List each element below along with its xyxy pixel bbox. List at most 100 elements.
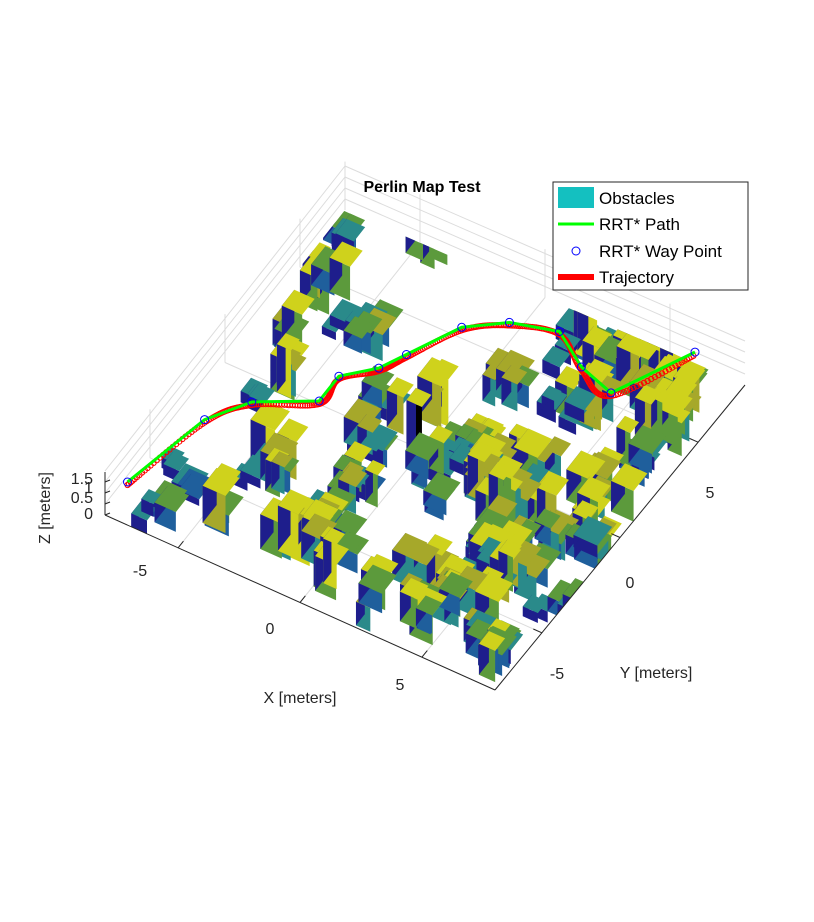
legend: Obstacles RRT* Path RRT* Way Point Traje… — [552, 181, 749, 291]
waypoint-marker — [576, 362, 586, 372]
legend-label: Obstacles — [599, 189, 675, 208]
obstacle-top — [474, 572, 513, 602]
obstacle-face — [240, 470, 261, 489]
obstacle-top — [415, 595, 443, 616]
legend-waypoint-swatch — [571, 246, 581, 256]
obstacle-top — [534, 508, 561, 529]
obstacle-face — [321, 326, 336, 341]
z-tick-label: 0 — [84, 506, 93, 523]
obstacle-top — [392, 532, 428, 560]
grid-line — [104, 176, 346, 483]
grid-line — [344, 176, 746, 353]
x-axis-label: X [meters] — [264, 690, 337, 707]
trajectory-point — [662, 368, 669, 375]
waypoint-marker — [606, 388, 616, 398]
y-tick — [533, 628, 543, 634]
obstacle-top — [365, 459, 386, 476]
trajectory-point — [308, 402, 315, 409]
z-tick — [104, 501, 111, 505]
chart-title: Perlin Map Test — [363, 179, 481, 196]
obstacle-top — [271, 451, 293, 468]
trajectory-point — [633, 383, 641, 390]
trajectory-point — [630, 384, 637, 391]
obstacle-top — [513, 428, 553, 458]
obstacle-top — [250, 400, 290, 431]
axis-ticks — [104, 437, 699, 658]
trajectory-point — [640, 379, 648, 386]
obstacle-face — [276, 333, 286, 392]
obstacle-top — [202, 467, 240, 497]
grid-line — [104, 165, 346, 472]
legend-label: RRT* Way Point — [599, 242, 722, 261]
waypoint-marker — [200, 415, 210, 425]
waypoint-marker — [504, 317, 514, 327]
waypoint-marker — [457, 322, 467, 332]
obstacle-top — [329, 241, 363, 267]
obstacle-top — [536, 476, 560, 494]
obstacle-top — [616, 415, 640, 434]
obstacle-top — [163, 451, 190, 472]
obstacle-top — [335, 218, 366, 242]
trajectory-point — [617, 390, 625, 397]
obstacle-top — [332, 509, 368, 537]
obstacles-layer — [131, 210, 714, 683]
obstacle-top — [555, 365, 586, 390]
z-tick-label: 1.5 — [71, 471, 93, 488]
y-tick-label: -5 — [550, 666, 564, 683]
obstacle-top — [405, 432, 443, 461]
trajectory-point — [304, 402, 311, 409]
obstacle-face — [323, 527, 332, 583]
obstacle-top — [417, 357, 457, 387]
obstacle-top — [573, 516, 613, 546]
obstacle-top — [438, 571, 473, 598]
waypoint-marker — [247, 397, 257, 407]
obstacle-top — [628, 425, 667, 454]
obstacle-face — [573, 534, 598, 558]
y-axis-label: Y [meters] — [620, 665, 693, 682]
obstacle-top — [358, 564, 397, 594]
obstacle-top — [611, 463, 648, 491]
waypoint-marker — [123, 477, 132, 487]
y-tick-label: 0 — [626, 575, 635, 592]
trajectory-point — [302, 402, 309, 409]
obstacle-top — [488, 461, 513, 481]
obstacle-top — [522, 594, 548, 614]
y-tick — [611, 533, 621, 538]
grid-line — [344, 187, 746, 364]
grid-line — [104, 187, 346, 494]
obstacle-top — [423, 472, 461, 501]
obstacle-top — [564, 386, 597, 411]
legend-label: RRT* Path — [599, 215, 680, 234]
obstacle-top — [577, 476, 611, 502]
trajectory-point — [655, 372, 662, 379]
z-tick — [104, 479, 111, 483]
obstacle-top — [248, 383, 275, 404]
legend-obstacles-swatch — [558, 187, 594, 208]
obstacle-top — [281, 289, 315, 315]
obstacle-top — [572, 500, 599, 520]
y-tick — [689, 437, 699, 443]
grid-line — [344, 165, 746, 342]
grid-line — [344, 198, 746, 375]
trajectory-point — [623, 387, 631, 394]
obstacle-top — [478, 631, 506, 651]
x-tick-label: 0 — [266, 621, 275, 638]
z-axis-label: Z [meters] — [37, 472, 54, 544]
x-tick — [177, 540, 184, 549]
z-tick — [104, 512, 111, 516]
x-tick-label: -5 — [133, 563, 147, 580]
obstacle-top — [501, 364, 528, 385]
x-tick — [299, 595, 306, 603]
waypoint-marker — [401, 350, 411, 359]
grid-line — [104, 198, 346, 505]
z-tick-label: 0.5 — [71, 490, 93, 507]
z-tick — [104, 490, 111, 494]
x-tick — [421, 650, 428, 658]
trajectory-point — [620, 389, 628, 396]
waypoint-marker — [554, 327, 564, 336]
trajectory-point — [306, 402, 313, 409]
obstacle-top — [141, 489, 162, 505]
waypoints-layer — [123, 317, 700, 487]
obstacle-face — [406, 387, 416, 452]
